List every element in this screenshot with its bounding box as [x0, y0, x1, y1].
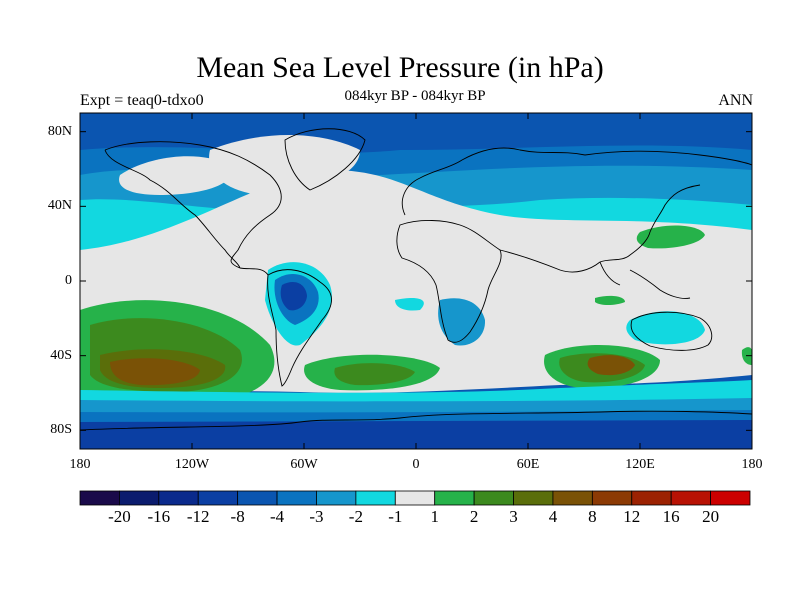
lon-tick-label: 60E — [516, 457, 540, 472]
field-low-south-atlantic — [395, 298, 424, 311]
page-title: Mean Sea Level Pressure (in hPa) — [196, 51, 604, 84]
lon-tick-label: 60W — [290, 457, 318, 472]
lon-tick-label: 180 — [741, 457, 763, 472]
colorbar-label: 20 — [702, 507, 720, 526]
coast-asia — [499, 150, 752, 273]
colorbar-swatch — [473, 490, 514, 506]
field-southern-cyan — [80, 380, 752, 403]
colorbar-swatch — [631, 490, 672, 506]
lat-tick-label: 40S — [50, 347, 72, 363]
field-low-south-america-core — [280, 282, 307, 311]
field-neutral-arctic-west — [119, 156, 232, 195]
colorbar-label: 8 — [588, 507, 597, 526]
field-high-atlantic-inner — [334, 363, 415, 386]
subtitle: 084kyr BP - 084kyr BP — [344, 88, 486, 104]
field-low-australia — [626, 311, 705, 345]
colorbar-swatch — [434, 490, 475, 506]
colorbar-swatch — [552, 490, 593, 506]
colorbar-label: -2 — [348, 507, 363, 526]
colorbar-swatch — [276, 490, 317, 506]
lat-tick-label: 80N — [47, 123, 72, 139]
colorbar-swatch — [710, 490, 751, 506]
field-southern-light — [80, 398, 752, 414]
colorbar-label: -20 — [108, 507, 131, 526]
map-ticks — [79, 113, 753, 449]
coast-southeast-asia — [599, 261, 691, 299]
colorbar-label: -8 — [230, 507, 245, 526]
lat-tick-label: 40N — [47, 198, 72, 214]
colorbar-label: 16 — [662, 507, 680, 526]
colorbar-label: -1 — [388, 507, 403, 526]
field-high-pacific-core — [110, 358, 200, 386]
season-label: ANN — [718, 92, 753, 109]
colorbar-label: 2 — [469, 507, 479, 526]
coast-europe — [401, 147, 586, 216]
coast-greenland — [284, 128, 366, 191]
lon-tick-label: 120E — [625, 457, 655, 472]
field-neutral-greenland — [209, 135, 360, 195]
field-antarctic — [80, 420, 752, 449]
field-low-south-africa — [438, 298, 486, 346]
colorbar-swatch — [355, 490, 396, 506]
colorbar-swatch — [197, 490, 239, 506]
colorbar-label: -12 — [186, 507, 210, 526]
pressure-field — [80, 113, 752, 449]
field-high-indian-small — [595, 295, 625, 305]
coast-south-america — [267, 269, 332, 387]
field-high-indian-core — [587, 355, 635, 376]
colorbar-swatch — [119, 490, 160, 506]
colorbar-swatch — [513, 490, 554, 506]
colorbar-swatch — [316, 490, 357, 506]
coast-north-america — [104, 141, 282, 276]
colorbar-label: 3 — [509, 507, 518, 526]
colorbar — [79, 490, 751, 506]
colorbar-swatch — [394, 490, 436, 506]
colorbar-label: -16 — [147, 507, 171, 526]
lon-tick-label: 120W — [174, 457, 210, 472]
coast-australia — [630, 311, 713, 351]
colorbar-swatch — [158, 490, 199, 506]
colorbar-label: -4 — [269, 507, 285, 526]
coast-africa — [396, 220, 502, 343]
lon-tick-label: 180 — [69, 457, 91, 472]
field-high-northwest-pacific — [636, 225, 705, 249]
colorbar-label: 1 — [430, 507, 439, 526]
lon-tick-label: 0 — [412, 457, 420, 472]
lat-tick-label: 0 — [65, 273, 72, 288]
coast-antarctica — [80, 410, 752, 431]
colorbar-swatch — [79, 490, 120, 506]
experiment-label: Expt = teaq0-tdxo0 — [80, 92, 204, 109]
colorbar-swatch — [670, 490, 711, 506]
colorbar-label: 12 — [623, 507, 641, 526]
colorbar-label: -3 — [309, 507, 324, 526]
colorbar-swatch — [591, 490, 633, 506]
lat-tick-label: 80S — [50, 422, 72, 438]
colorbar-swatch — [237, 490, 278, 506]
coastlines — [80, 128, 752, 431]
colorbar-label: 4 — [548, 507, 558, 526]
